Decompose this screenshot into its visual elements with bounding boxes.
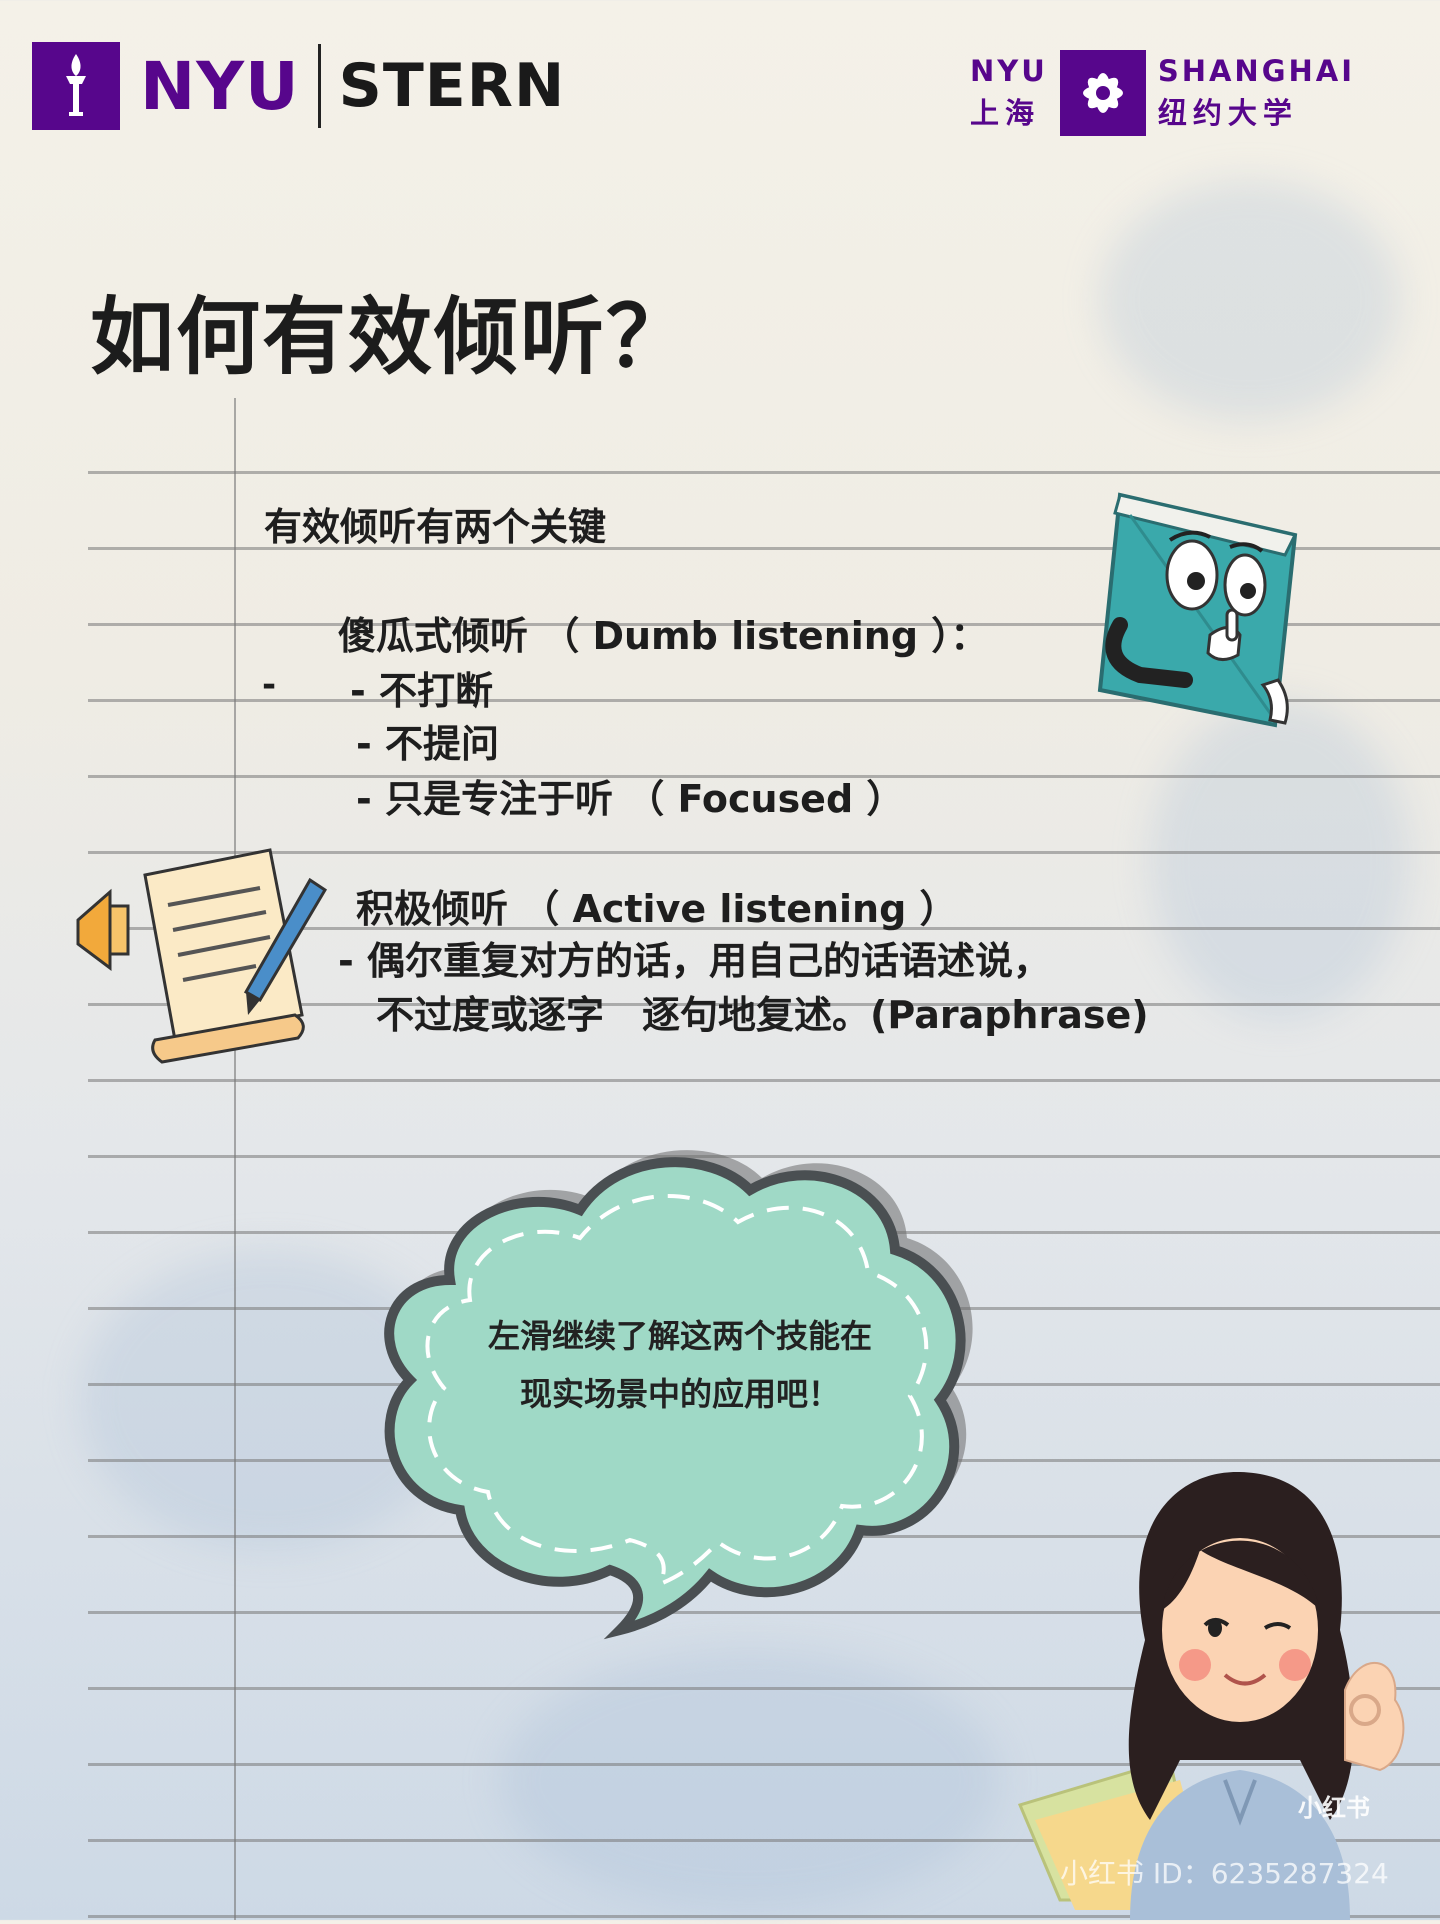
shanghai-seal-icon xyxy=(1059,50,1146,136)
nyu-shanghai-nyu: NYU xyxy=(970,54,1048,88)
dumb-listening-heading: 傻瓜式倾听 （ Dumb listening ）： xyxy=(338,614,989,658)
stray-dash: - xyxy=(262,665,277,705)
xiaohongshu-badge: 小红书 xyxy=(1298,1794,1370,1822)
book-character-icon xyxy=(1080,485,1310,739)
document-pen-icon xyxy=(70,840,330,1084)
active-listening-line: - 偶尔重复对方的话，用自己的话语述说， xyxy=(338,939,1052,983)
girl-ok-gesture-icon xyxy=(1000,1460,1420,1924)
nyu-shanghai-univ-cn: 纽约大学 xyxy=(1157,96,1298,130)
nyu-wordmark: NYU xyxy=(140,47,300,125)
list-item: - 不打断 xyxy=(350,669,494,713)
margin-line xyxy=(234,398,236,1920)
nyu-shanghai-city-cn: 上海 xyxy=(970,96,1041,130)
speech-bubble xyxy=(330,1130,1010,1674)
nyu-shanghai-logo: NYU 上海 SHANGHAI 纽约大学 xyxy=(970,50,1355,136)
background-stain xyxy=(1100,180,1400,420)
active-listening-heading: 积极倾听 （ Active listening ） xyxy=(356,887,958,931)
list-item: - 不提问 xyxy=(356,722,500,766)
bubble-text: 左滑继续了解这两个技能在 现实场景中的应用吧！ xyxy=(420,1307,940,1423)
logo-divider xyxy=(317,44,321,128)
list-item: - 只是专注于听 （ Focused ） xyxy=(356,777,905,821)
watermark-id: 小红书 ID：6235287324 xyxy=(1060,1857,1389,1890)
nyu-torch-icon xyxy=(32,42,120,130)
page-title: 如何有效倾听？ xyxy=(90,288,693,386)
bubble-line: 现实场景中的应用吧！ xyxy=(519,1375,840,1413)
bubble-line: 左滑继续了解这两个技能在 xyxy=(487,1317,872,1355)
stern-wordmark: STERN xyxy=(338,51,566,121)
nyu-shanghai-en: SHANGHAI xyxy=(1157,54,1356,88)
active-listening-line: 不过度或逐字 逐句地复述。(Paraphrase) xyxy=(376,993,1149,1037)
key-line: 有效倾听有两个关键 xyxy=(264,505,607,549)
nyu-stern-logo: NYU STERN xyxy=(32,42,565,130)
